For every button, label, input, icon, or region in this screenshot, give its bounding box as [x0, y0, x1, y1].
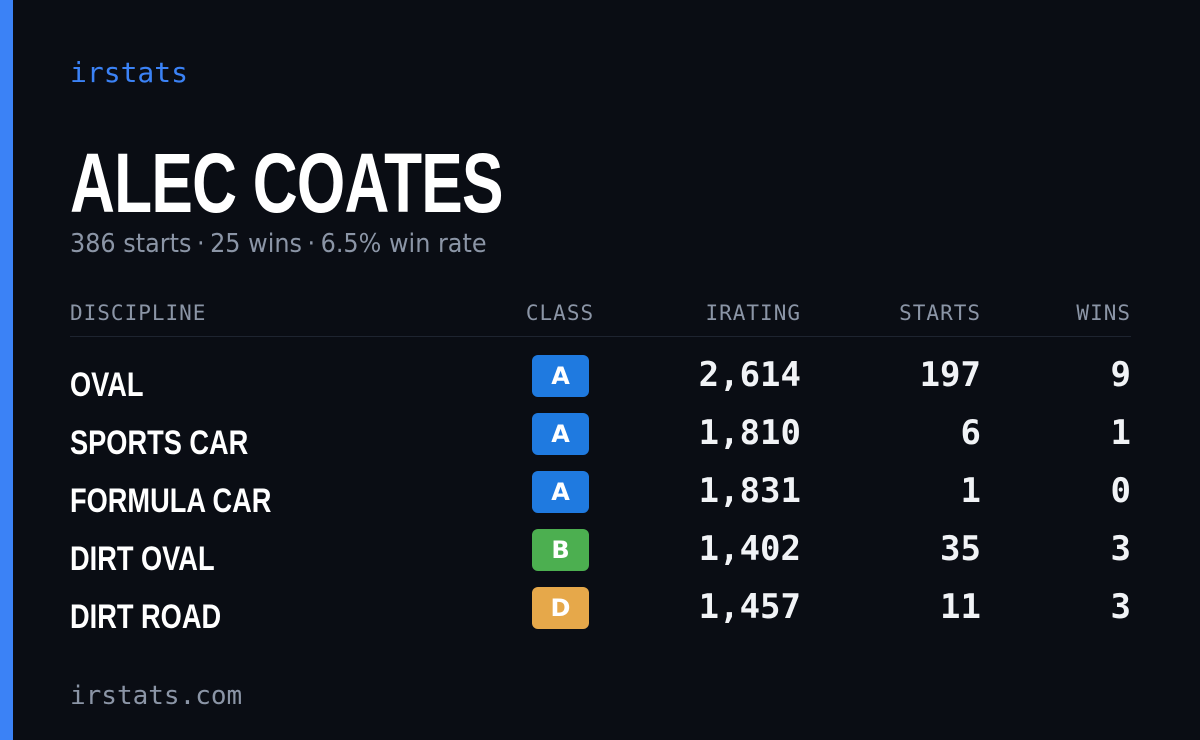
starts-value: 197 — [919, 355, 981, 395]
table-row: DIRT ROAD D 1,457 11 3 — [70, 585, 1131, 643]
class-badge: A — [532, 355, 589, 397]
starts-value: 6 — [960, 413, 981, 453]
starts-value: 11 — [940, 587, 981, 627]
irating-value: 2,614 — [698, 355, 801, 395]
win-rate-summary: 6.5% win rate — [320, 229, 487, 259]
class-badge: D — [532, 587, 589, 629]
starts-value: 35 — [940, 529, 981, 569]
starts-summary: 386 starts — [70, 229, 192, 259]
starts-value: 1 — [960, 471, 981, 511]
wins-value: 1 — [1110, 413, 1131, 453]
header-wins: WINS — [1076, 301, 1131, 325]
irating-value: 1,810 — [698, 413, 801, 453]
discipline-name: DIRT ROAD — [70, 598, 222, 636]
wins-summary: 25 wins — [210, 229, 302, 259]
irating-value: 1,831 — [698, 471, 801, 511]
wins-value: 3 — [1110, 587, 1131, 627]
table-row: FORMULA CAR A 1,831 1 0 — [70, 469, 1131, 527]
table-body: OVAL A 2,614 197 9 SPORTS CAR A 1,810 6 … — [70, 337, 1131, 643]
summary-separator: · — [307, 229, 316, 259]
header-discipline: DISCIPLINE — [70, 301, 207, 325]
discipline-name: FORMULA CAR — [70, 482, 272, 520]
class-badge: A — [532, 471, 589, 513]
brand-logo-text: irstats — [70, 56, 189, 89]
table-header: DISCIPLINE CLASS IRATING STARTS WINS — [70, 296, 1131, 337]
header-starts: STARTS — [899, 301, 981, 325]
wins-value: 0 — [1110, 471, 1131, 511]
discipline-name: OVAL — [70, 366, 144, 404]
driver-summary: 386 starts · 25 wins · 6.5% win rate — [70, 228, 487, 260]
class-badge: B — [532, 529, 589, 571]
discipline-table: DISCIPLINE CLASS IRATING STARTS WINS OVA… — [70, 296, 1131, 643]
header-irating: IRATING — [705, 301, 801, 325]
irating-value: 1,457 — [698, 587, 801, 627]
discipline-name: SPORTS CAR — [70, 424, 249, 462]
header-class: CLASS — [525, 301, 595, 325]
wins-value: 9 — [1110, 355, 1131, 395]
summary-separator: · — [196, 229, 205, 259]
irating-value: 1,402 — [698, 529, 801, 569]
wins-value: 3 — [1110, 529, 1131, 569]
class-badge: A — [532, 413, 589, 455]
table-row: DIRT OVAL B 1,402 35 3 — [70, 527, 1131, 585]
table-row: OVAL A 2,614 197 9 — [70, 353, 1131, 411]
footer-url[interactable]: irstats.com — [70, 681, 243, 711]
discipline-name: DIRT OVAL — [70, 540, 215, 578]
accent-bar — [0, 0, 13, 740]
driver-name: ALEC COATES — [70, 136, 503, 230]
table-row: SPORTS CAR A 1,810 6 1 — [70, 411, 1131, 469]
